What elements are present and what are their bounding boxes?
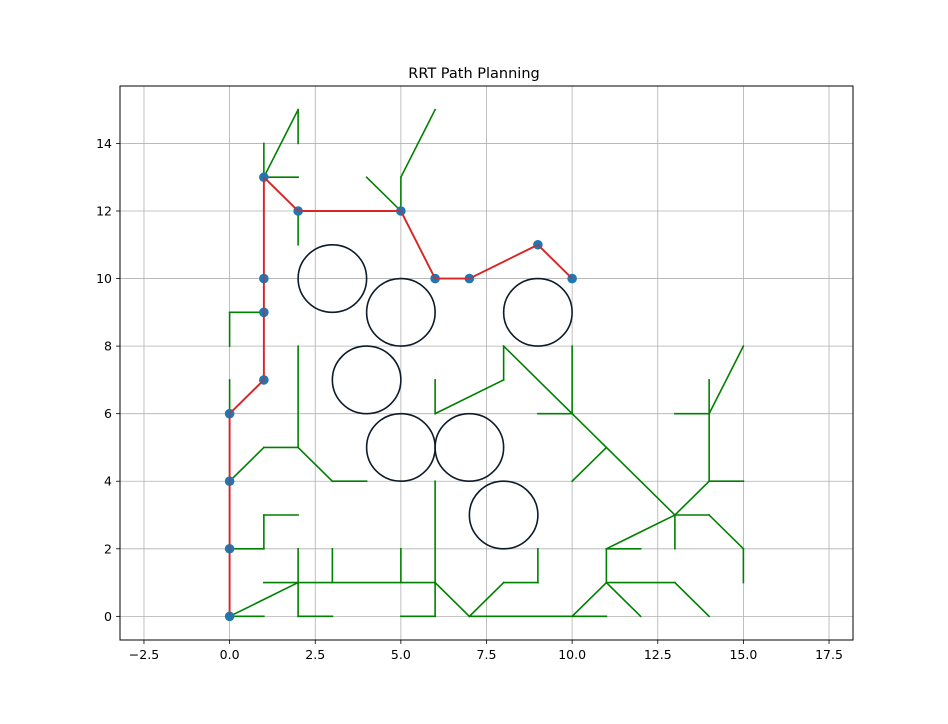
y-tick-label: 8 — [104, 339, 112, 354]
tree-edge — [708, 513, 745, 550]
y-tick-label: 2 — [104, 541, 112, 556]
tree-edge — [605, 581, 642, 618]
x-tick-label: 7.5 — [477, 647, 497, 662]
tree-edge — [673, 480, 711, 517]
x-tick-label: 15.0 — [729, 647, 757, 662]
tree-edge — [228, 446, 265, 483]
y-tick-label: 0 — [104, 609, 112, 624]
x-tick-label: −2.5 — [129, 647, 159, 662]
y-tick-label: 14 — [96, 136, 112, 151]
tree-layer — [228, 108, 745, 618]
path-line-overlay — [228, 176, 573, 617]
tree-edge — [468, 581, 505, 618]
x-tick-label: 12.5 — [644, 647, 672, 662]
tree-edge — [296, 446, 334, 483]
obstacle-circle — [434, 412, 505, 483]
x-tick-label: 2.5 — [305, 647, 325, 662]
y-tick-label: 10 — [96, 271, 112, 286]
x-tick-label: 5.0 — [391, 647, 411, 662]
obstacle-layer — [297, 243, 573, 550]
obstacle-circle — [297, 243, 368, 314]
obstacle-circle — [365, 277, 436, 347]
x-tick-label: 10.0 — [558, 647, 586, 662]
tree-edge — [570, 446, 608, 483]
x-tick-label: 0.0 — [220, 647, 240, 662]
tree-edge — [228, 581, 300, 618]
tick-layer: −2.5 0.0 2.5 5.0 7.5 10.0 12.5 15.0 17.5 0 2 4 6 8 10 1… — [96, 136, 843, 662]
y-tick-label: 4 — [104, 474, 112, 489]
tree-edge — [434, 378, 505, 415]
obstacle-circle — [331, 345, 402, 415]
tree-edge — [502, 344, 677, 517]
tree-edge — [673, 581, 711, 618]
node-layer — [224, 172, 577, 622]
tree-edge — [433, 581, 471, 618]
y-tick-label: 12 — [96, 203, 112, 218]
obstacle-circle — [502, 277, 573, 347]
tree-edge — [365, 176, 403, 213]
tree-edge — [262, 108, 300, 179]
tree-edge — [399, 108, 437, 179]
chart-title: RRT Path Planning — [408, 66, 539, 82]
tree-edge — [708, 345, 745, 415]
y-tick-label: 6 — [104, 406, 112, 421]
obstacle-circle — [468, 480, 539, 550]
x-tick-label: 17.5 — [815, 647, 843, 662]
tree-edge — [605, 513, 676, 550]
tree-edge — [570, 581, 608, 618]
